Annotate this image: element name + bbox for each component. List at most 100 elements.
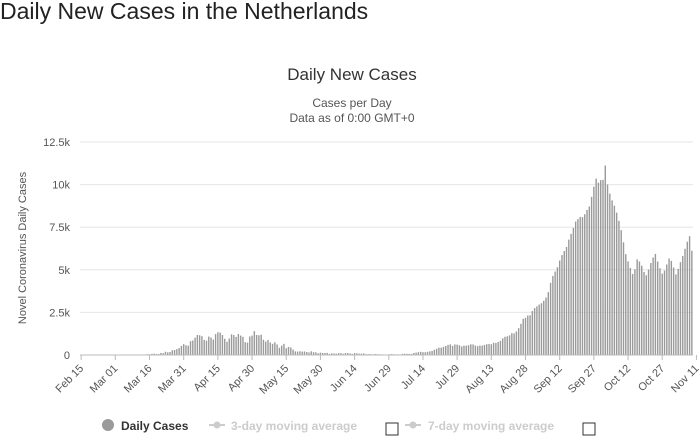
bar[interactable] — [337, 353, 340, 355]
bar[interactable] — [499, 340, 502, 355]
bar[interactable] — [513, 333, 515, 355]
bar[interactable] — [492, 342, 495, 355]
bar[interactable] — [287, 346, 290, 355]
bar[interactable] — [511, 333, 513, 355]
bar[interactable] — [634, 269, 636, 355]
bar[interactable] — [178, 348, 180, 355]
bar[interactable] — [283, 343, 285, 355]
bar[interactable] — [271, 343, 274, 355]
bar[interactable] — [312, 352, 315, 355]
bar[interactable] — [331, 353, 333, 355]
bar[interactable] — [497, 341, 499, 355]
bar[interactable] — [547, 292, 549, 355]
bar[interactable] — [449, 344, 452, 355]
bar[interactable] — [554, 271, 556, 355]
bar[interactable] — [401, 353, 404, 355]
bar[interactable] — [577, 219, 579, 355]
bar[interactable] — [224, 338, 226, 355]
bar[interactable] — [260, 334, 262, 355]
bar[interactable] — [249, 336, 251, 355]
bar[interactable] — [682, 255, 684, 355]
bar[interactable] — [253, 331, 256, 355]
bar[interactable] — [153, 353, 155, 355]
bar[interactable] — [556, 267, 559, 355]
bar[interactable] — [351, 353, 354, 355]
bar[interactable] — [625, 254, 627, 355]
bar[interactable] — [568, 239, 570, 355]
bar[interactable] — [363, 353, 365, 355]
bar[interactable] — [609, 193, 611, 355]
bar[interactable] — [217, 332, 219, 355]
bar[interactable] — [242, 336, 244, 355]
bar[interactable] — [255, 335, 258, 355]
bar[interactable] — [424, 352, 426, 355]
bar[interactable] — [237, 333, 240, 355]
bar[interactable] — [581, 217, 584, 355]
bar[interactable] — [426, 351, 429, 355]
bar[interactable] — [572, 227, 575, 355]
bar[interactable] — [538, 304, 540, 355]
bar[interactable] — [515, 331, 518, 355]
checkbox-7day-average[interactable] — [582, 422, 596, 436]
bar[interactable] — [415, 352, 417, 355]
bar[interactable] — [201, 336, 203, 355]
bar[interactable] — [467, 345, 470, 355]
bar[interactable] — [185, 345, 187, 355]
bar[interactable] — [479, 345, 481, 355]
bar[interactable] — [419, 351, 422, 355]
bar[interactable] — [303, 351, 306, 355]
bar[interactable] — [208, 336, 210, 355]
bar[interactable] — [666, 264, 668, 355]
bar[interactable] — [506, 336, 508, 355]
bar[interactable] — [315, 352, 317, 355]
bar[interactable] — [445, 345, 447, 355]
bar[interactable] — [374, 353, 376, 355]
bar[interactable] — [645, 275, 647, 355]
bar[interactable] — [638, 261, 641, 356]
bar[interactable] — [210, 337, 212, 355]
bar[interactable] — [180, 345, 183, 355]
bar[interactable] — [176, 349, 178, 355]
bar[interactable] — [476, 346, 479, 355]
bar[interactable] — [233, 335, 235, 355]
bar[interactable] — [417, 352, 420, 355]
bar[interactable] — [205, 340, 208, 355]
bar[interactable] — [529, 315, 531, 355]
bar[interactable] — [344, 353, 347, 355]
bar[interactable] — [650, 263, 652, 355]
bar[interactable] — [358, 353, 360, 355]
bar[interactable] — [408, 353, 410, 355]
bar[interactable] — [570, 233, 572, 355]
bar[interactable] — [558, 260, 561, 355]
bar[interactable] — [574, 221, 577, 355]
bar[interactable] — [686, 241, 689, 355]
bar[interactable] — [677, 268, 679, 355]
bar[interactable] — [251, 335, 253, 355]
bar[interactable] — [433, 349, 436, 355]
bar[interactable] — [597, 182, 600, 355]
bar[interactable] — [563, 251, 565, 355]
bar[interactable] — [520, 323, 522, 355]
bar[interactable] — [214, 334, 217, 355]
bar[interactable] — [431, 350, 433, 355]
bar[interactable] — [182, 344, 185, 355]
bar[interactable] — [294, 351, 297, 355]
bar[interactable] — [278, 347, 281, 355]
bar[interactable] — [335, 353, 338, 355]
legend-item-daily-cases[interactable]: Daily Cases — [102, 419, 189, 433]
bar[interactable] — [524, 317, 527, 355]
bar[interactable] — [549, 282, 552, 355]
bar[interactable] — [675, 274, 677, 355]
bar[interactable] — [280, 345, 283, 355]
bar[interactable] — [470, 344, 472, 355]
bar[interactable] — [600, 180, 602, 355]
bar[interactable] — [299, 351, 301, 355]
bar[interactable] — [319, 352, 322, 355]
bar[interactable] — [435, 348, 438, 355]
bar[interactable] — [531, 311, 534, 355]
checkbox-3day-average[interactable] — [385, 422, 399, 436]
bar[interactable] — [641, 265, 643, 355]
bar[interactable] — [472, 344, 474, 355]
bar[interactable] — [187, 345, 189, 355]
bar[interactable] — [413, 352, 415, 355]
